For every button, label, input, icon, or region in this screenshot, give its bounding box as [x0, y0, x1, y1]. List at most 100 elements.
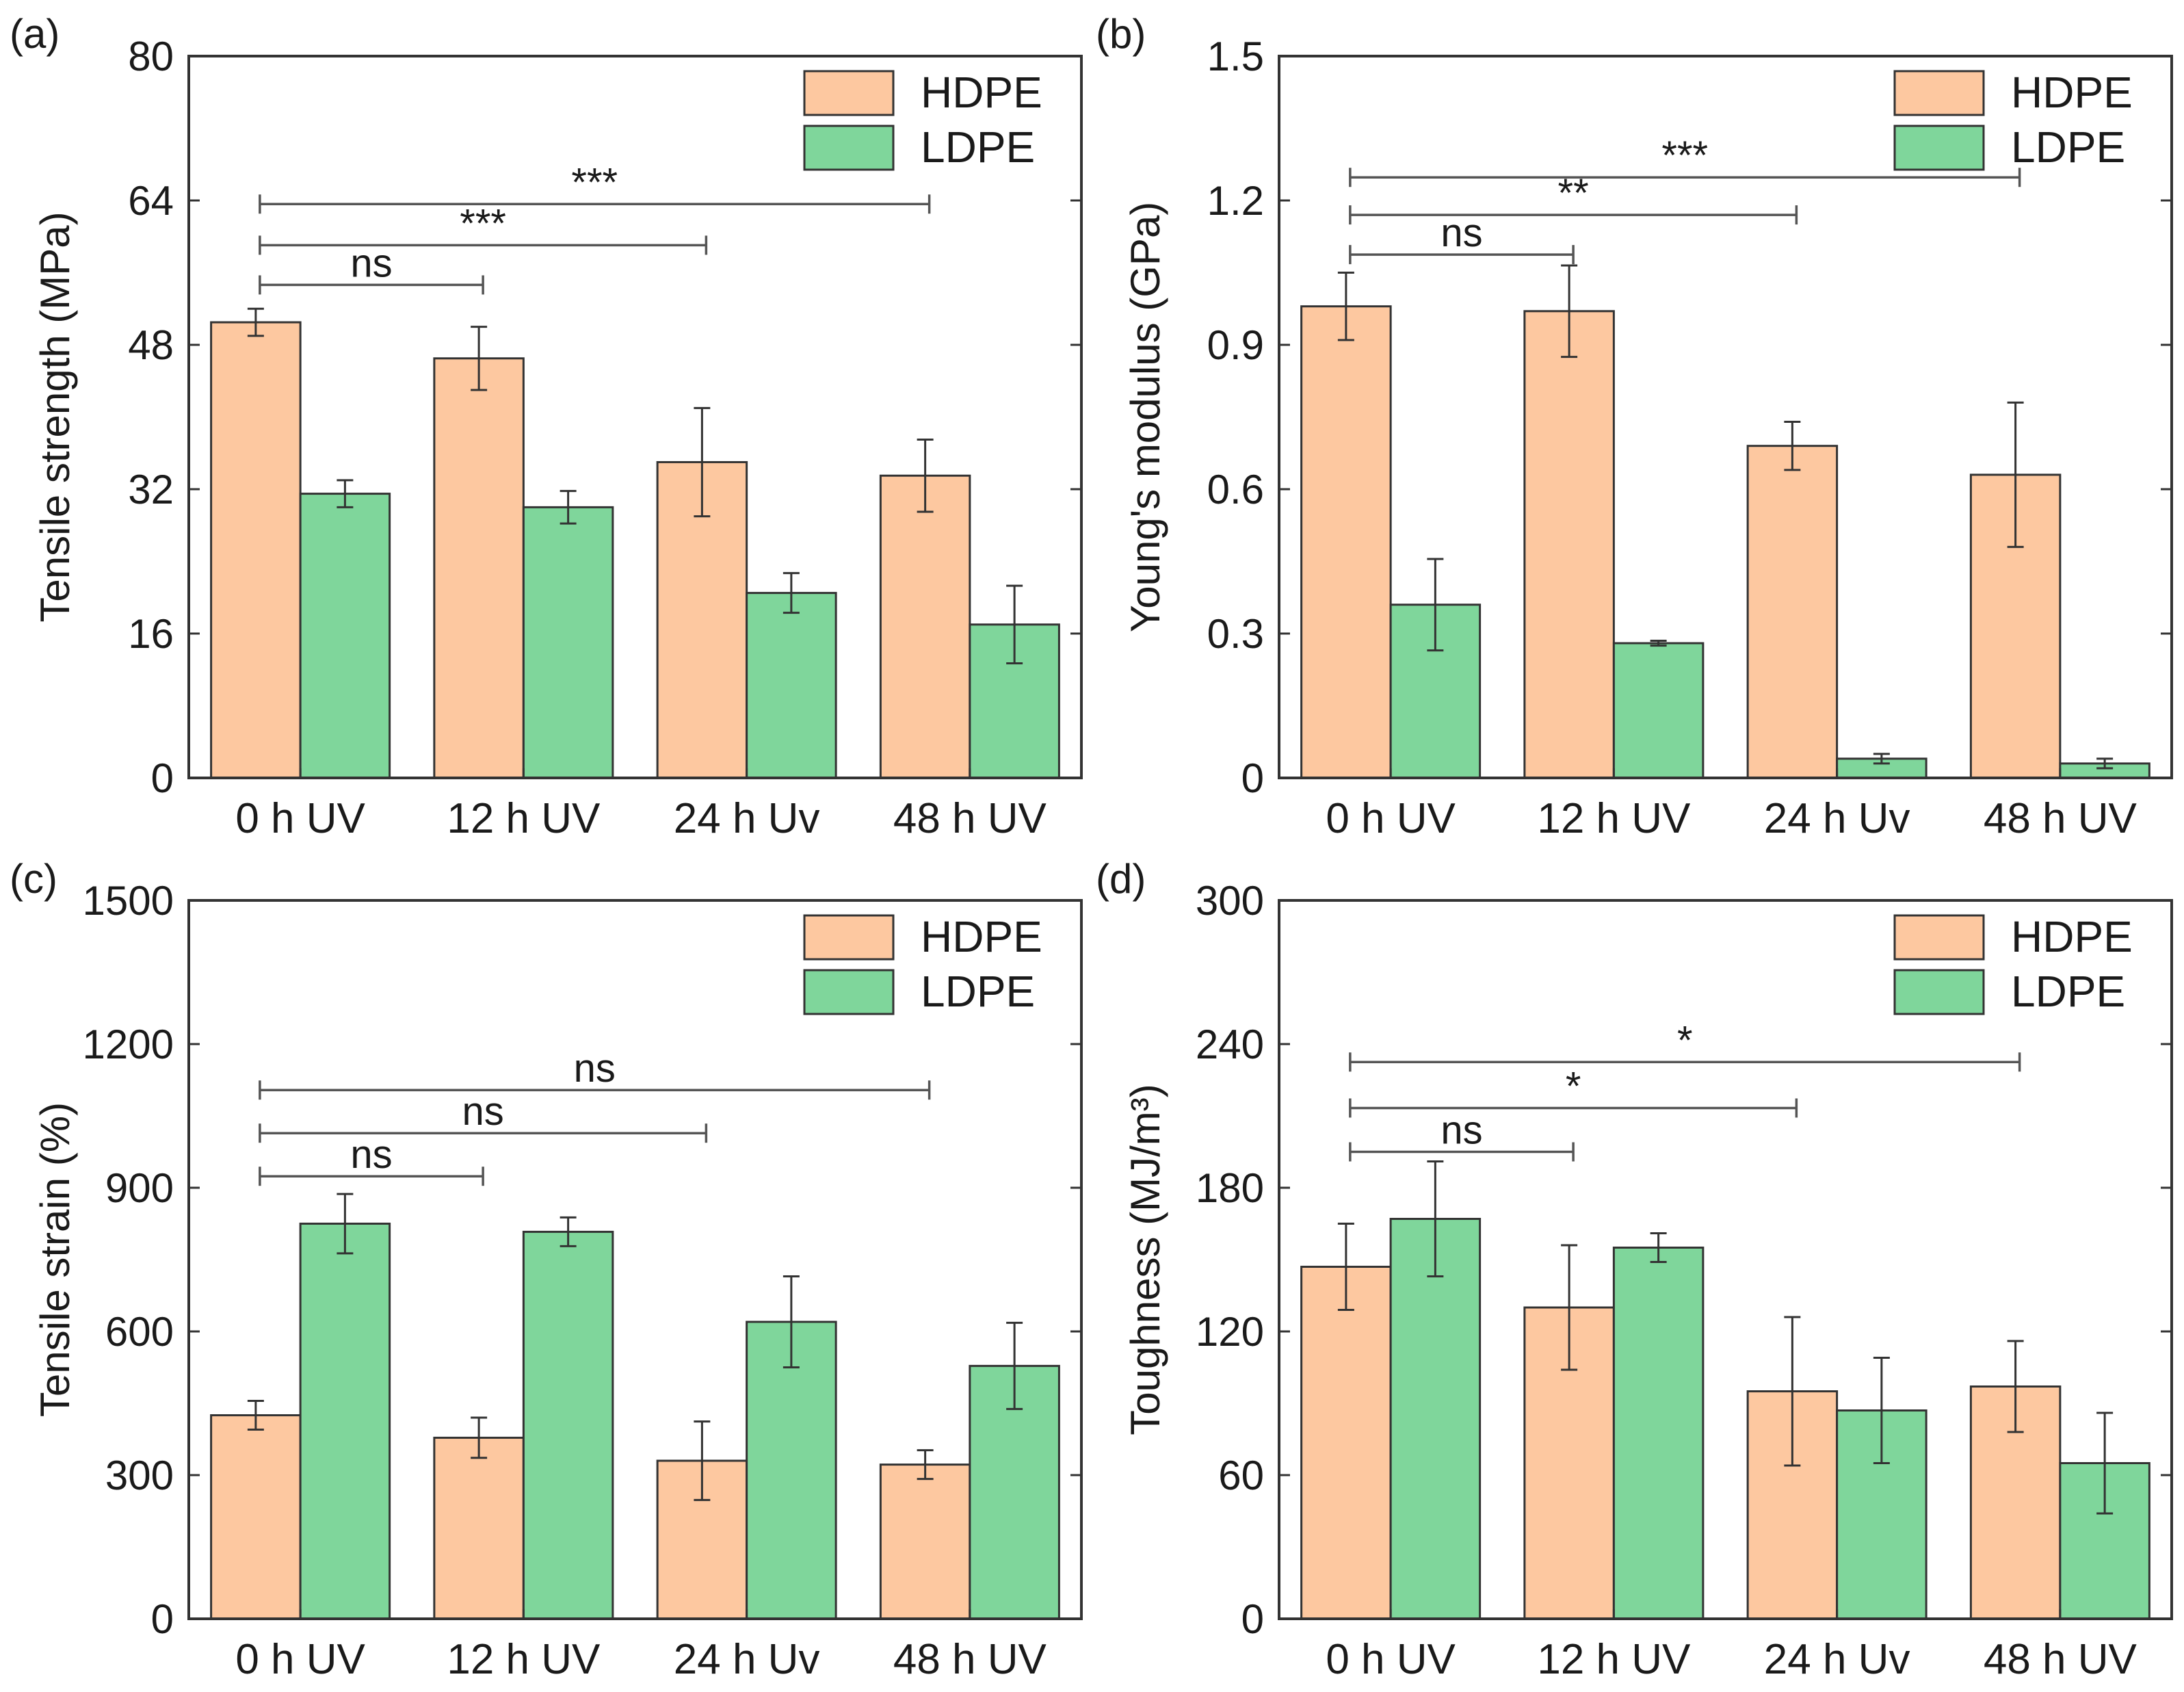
plot-frame [187, 55, 1083, 779]
significance-label: * [1677, 1018, 1693, 1063]
significance-label: ns [350, 241, 392, 285]
panel-letter: (c) [10, 856, 57, 902]
y-tick-label: 1500 [83, 878, 174, 924]
y-tick-label: 120 [1196, 1309, 1264, 1355]
x-tick-label: 0 h UV [235, 795, 365, 842]
y-tick-label: 300 [1196, 878, 1264, 924]
legend-label-ldpe: LDPE [2011, 122, 2125, 172]
bar-ldpe [969, 623, 1060, 779]
bar-ldpe [1389, 1218, 1482, 1620]
y-tick-label: 60 [1218, 1453, 1264, 1498]
significance-label: ns [574, 1046, 616, 1091]
legend-swatch-hdpe [803, 914, 895, 961]
legend-label-ldpe: LDPE [921, 967, 1035, 1016]
x-tick-label: 12 h UV [447, 795, 601, 842]
y-axis-title: Tensile strain (%) [32, 1102, 78, 1417]
x-tick-label: 12 h UV [1537, 795, 1691, 842]
bar-hdpe [210, 321, 302, 779]
x-tick-label: 48 h UV [1984, 1636, 2137, 1683]
chart-panel-0: (a) Tensile strength (MPa) 0 16 32 48 64 80 0 h … [10, 11, 1083, 842]
x-tick-label: 24 h Uv [674, 795, 820, 842]
plot-frame [1278, 55, 2173, 779]
chart-panel-3: (d) Toughness (MJ/m³) 0 60 120 180 240 300 0 h U… [1096, 856, 2173, 1683]
bar-ldpe [522, 1230, 614, 1620]
legend-label-hdpe: HDPE [2011, 68, 2133, 117]
bar-hdpe [656, 1459, 748, 1620]
y-axis-title: Tensile strength (MPa) [32, 211, 78, 622]
bar-hdpe [433, 357, 525, 779]
panel-letter: (a) [10, 11, 60, 57]
legend-swatch-ldpe [1893, 125, 1985, 171]
significance-label: * [1566, 1064, 1581, 1108]
y-tick-label: 0 [151, 1596, 174, 1642]
bar-ldpe [299, 493, 391, 779]
y-tick-label: 0.3 [1207, 611, 1264, 657]
significance-label: ns [1440, 211, 1482, 255]
bar-ldpe [746, 592, 837, 779]
x-tick-label: 12 h UV [447, 1636, 601, 1683]
y-tick-label: 1.5 [1207, 34, 1264, 79]
legend-swatch-ldpe [803, 125, 895, 171]
y-tick-label: 1200 [83, 1021, 174, 1067]
y-tick-label: 0 [151, 755, 174, 801]
plot-frame [1278, 899, 2173, 1620]
bar-hdpe [1300, 305, 1392, 779]
x-tick-label: 0 h UV [1326, 795, 1456, 842]
x-tick-label: 0 h UV [1326, 1636, 1456, 1683]
y-tick-label: 32 [128, 467, 174, 512]
bar-hdpe [1300, 1266, 1392, 1620]
bar-hdpe [433, 1436, 525, 1620]
legend-swatch-hdpe [1893, 70, 1985, 116]
legend-label-ldpe: LDPE [2011, 967, 2125, 1016]
y-tick-label: 16 [128, 611, 174, 657]
bar-ldpe [746, 1320, 837, 1620]
x-tick-label: 48 h UV [893, 795, 1047, 842]
legend-swatch-ldpe [803, 969, 895, 1015]
significance-label: *** [460, 201, 506, 246]
bar-hdpe [879, 474, 971, 779]
y-tick-label: 0 [1241, 1596, 1264, 1642]
x-tick-label: 48 h UV [893, 1636, 1047, 1683]
x-tick-label: 24 h Uv [1764, 1636, 1910, 1683]
y-tick-label: 1.2 [1207, 178, 1264, 224]
y-tick-label: 64 [128, 178, 174, 224]
panel-letter: (b) [1096, 11, 1146, 57]
legend-swatch-ldpe [1893, 969, 1985, 1015]
bar-ldpe [299, 1223, 391, 1620]
significance-label: ns [462, 1089, 503, 1134]
bar-ldpe [1612, 1247, 1705, 1620]
bar-hdpe [879, 1463, 971, 1620]
y-tick-label: 0.6 [1207, 467, 1264, 512]
y-tick-label: 600 [105, 1309, 174, 1355]
legend-label-hdpe: HDPE [921, 68, 1042, 117]
x-tick-label: 12 h UV [1537, 1636, 1691, 1683]
legend-label-hdpe: HDPE [921, 912, 1042, 961]
y-tick-label: 0.9 [1207, 322, 1264, 368]
y-axis-title: Young's modulus (GPa) [1122, 202, 1168, 633]
significance-label: *** [571, 160, 618, 205]
bar-hdpe [1746, 445, 1839, 779]
y-tick-label: 900 [105, 1165, 174, 1211]
bar-ldpe [1612, 642, 1705, 779]
y-tick-label: 0 [1241, 755, 1264, 801]
bar-hdpe [210, 1414, 302, 1620]
y-tick-label: 80 [128, 34, 174, 79]
x-tick-label: 48 h UV [1984, 795, 2137, 842]
panel-letter: (d) [1096, 856, 1146, 902]
legend-swatch-hdpe [803, 70, 895, 116]
plot-frame [187, 899, 1083, 1620]
bar-ldpe [522, 506, 614, 779]
x-tick-label: 24 h Uv [674, 1636, 820, 1683]
legend-swatch-hdpe [1893, 914, 1985, 961]
y-tick-label: 240 [1196, 1021, 1264, 1067]
x-tick-label: 24 h Uv [1764, 795, 1910, 842]
x-tick-label: 0 h UV [235, 1636, 365, 1683]
y-tick-label: 300 [105, 1453, 174, 1498]
legend-label-hdpe: HDPE [2011, 912, 2133, 961]
y-axis-title: Toughness (MJ/m³) [1122, 1084, 1168, 1435]
y-tick-label: 48 [128, 322, 174, 368]
significance-label: ns [1440, 1108, 1482, 1153]
bar-hdpe [1523, 310, 1615, 779]
chart-panel-2: (c) Tensile strain (%) 0 300 600 900 1200 1500 0… [10, 856, 1083, 1683]
